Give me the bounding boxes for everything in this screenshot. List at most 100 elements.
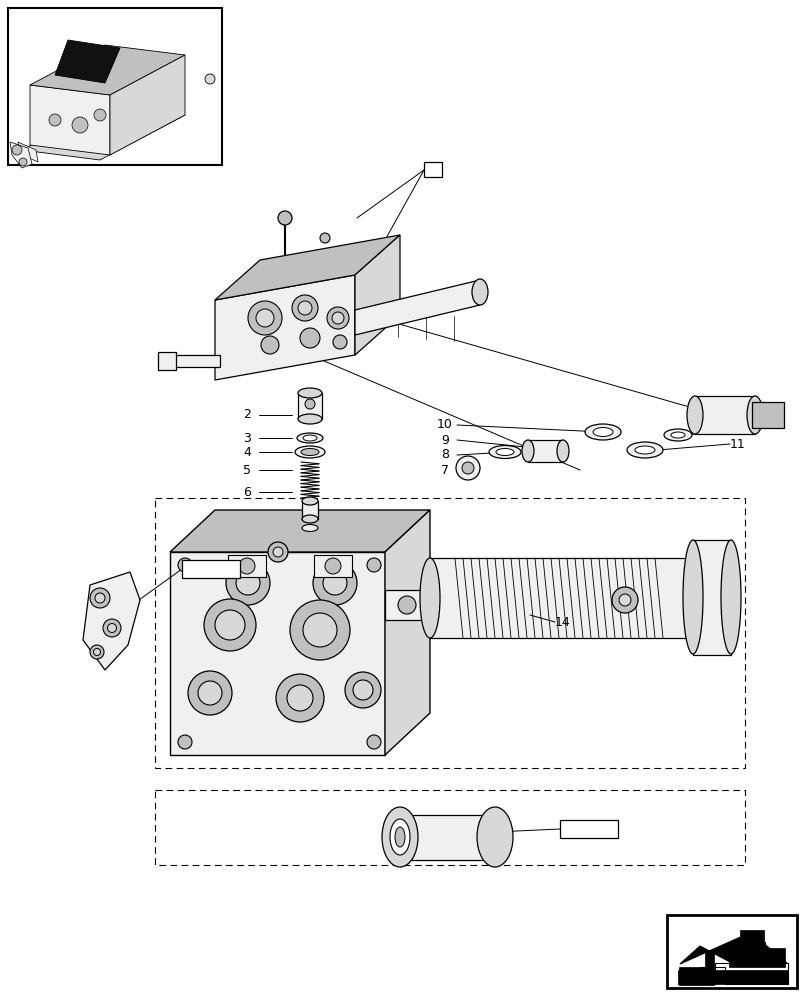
Ellipse shape [301,448,319,456]
Circle shape [353,680,372,700]
Bar [666,915,796,988]
Circle shape [324,558,341,574]
Circle shape [260,336,279,354]
Polygon shape [354,235,400,355]
Circle shape [198,681,221,705]
Circle shape [290,600,350,660]
Bar [155,790,744,865]
Bar [314,555,351,577]
Circle shape [611,587,637,613]
Ellipse shape [663,429,691,441]
Bar [692,540,730,655]
Ellipse shape [294,446,324,458]
Ellipse shape [302,524,318,532]
Bar [158,352,176,370]
Polygon shape [169,552,384,755]
Ellipse shape [381,807,418,867]
Bar [228,555,266,577]
Circle shape [461,462,474,474]
Circle shape [327,307,349,329]
Text: 1: 1 [429,165,436,175]
Circle shape [72,117,88,133]
Circle shape [19,158,27,166]
Circle shape [397,596,415,614]
Ellipse shape [556,440,569,462]
Ellipse shape [394,827,405,847]
Bar [527,440,562,462]
Polygon shape [169,510,430,552]
Bar [302,501,318,519]
Circle shape [332,312,344,324]
Text: 8: 8 [440,448,448,462]
Ellipse shape [298,414,322,424]
Polygon shape [215,275,354,380]
Polygon shape [10,142,32,168]
Polygon shape [354,280,479,335]
Ellipse shape [720,540,740,654]
Circle shape [312,561,357,605]
Circle shape [367,735,380,749]
Circle shape [303,613,337,647]
Ellipse shape [670,432,684,438]
Polygon shape [215,235,400,300]
Circle shape [95,593,105,603]
Circle shape [298,301,311,315]
Circle shape [238,558,255,574]
Bar [423,162,441,177]
Ellipse shape [302,497,318,505]
Circle shape [178,735,191,749]
Circle shape [255,309,273,327]
Text: 4: 4 [242,446,251,458]
Circle shape [333,335,346,349]
Polygon shape [22,105,185,160]
Bar [169,355,220,367]
Bar [155,498,744,768]
Bar [400,815,495,860]
Circle shape [204,74,215,84]
Ellipse shape [298,388,322,398]
Ellipse shape [488,446,521,458]
Circle shape [247,301,281,335]
Ellipse shape [686,396,702,434]
Bar [298,393,322,419]
Text: PAG. 2: PAG. 2 [193,564,229,574]
Ellipse shape [746,396,762,434]
Circle shape [215,610,245,640]
Circle shape [107,624,116,633]
Ellipse shape [471,279,487,305]
Ellipse shape [297,433,323,443]
Bar [668,917,794,986]
Polygon shape [679,935,786,964]
Bar [384,590,430,620]
Circle shape [277,211,292,225]
Circle shape [367,558,380,572]
Ellipse shape [592,428,612,436]
Ellipse shape [303,435,316,441]
Circle shape [323,571,346,595]
Text: 3: 3 [242,432,251,444]
Text: 14: 14 [554,615,570,629]
Text: 13: 13 [729,410,744,422]
Ellipse shape [389,819,410,855]
Bar [694,396,754,434]
Circle shape [90,645,104,659]
Circle shape [90,588,109,608]
Circle shape [320,233,329,243]
Text: 6: 6 [242,486,251,498]
Circle shape [12,145,22,155]
Ellipse shape [684,558,704,638]
Bar [560,820,617,838]
Text: 11: 11 [729,438,744,450]
Circle shape [204,599,255,651]
Circle shape [286,685,312,711]
Circle shape [49,114,61,126]
Polygon shape [677,970,787,984]
Circle shape [103,619,121,637]
Bar [182,560,240,578]
Circle shape [225,561,270,605]
Polygon shape [55,40,120,83]
Circle shape [618,594,630,606]
Circle shape [272,547,283,557]
Polygon shape [30,85,109,155]
Text: PAG. 2: PAG. 2 [570,824,607,834]
